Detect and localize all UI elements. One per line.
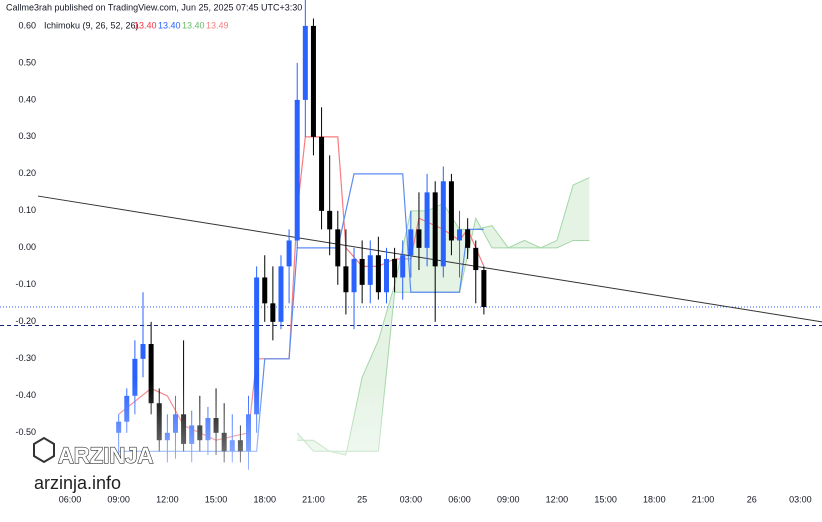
x-tick-label: 18:00 [643,494,666,504]
candle-body [286,240,292,267]
candle-body [302,25,308,100]
x-tick-label: 18:00 [253,494,276,504]
y-tick-label: 0.00 [18,242,36,252]
candle-body [327,210,333,230]
candle-body [424,192,430,248]
y-tick-label: -0.50 [15,427,36,437]
x-tick-label: 12:00 [546,494,569,504]
candle-body [432,192,438,267]
watermark-brand: ARZINJA [58,443,153,468]
chart-title: Callme3rah published on TradingView.com,… [6,2,302,12]
candle-body [375,255,381,293]
x-tick-label: 25 [357,494,367,504]
candle-body [294,99,300,241]
candle-body [367,255,373,285]
indicator-value: 13.40 [158,20,181,30]
candle-body [400,255,406,278]
y-tick-label: -0.40 [15,390,36,400]
candle-body [270,303,276,322]
indicator-value: 13.40 [134,20,157,30]
candle-body [440,181,446,267]
candle-body [473,247,479,271]
candle-body [335,229,341,267]
y-tick-label: 0.60 [18,20,36,30]
candle-body [140,344,146,359]
candle-body [132,358,138,396]
x-tick-label: 15:00 [594,494,617,504]
axes: 0.60 0.50 0.40 0.30 0.20 0.10 0.00 -0.10 -0.20 -0… [15,20,811,504]
candle-body [278,266,284,322]
x-tick-label: 09:00 [107,494,130,504]
indicator-values: 13.40 13.40 13.40 13.49 [134,20,229,30]
candle-body [310,25,316,137]
indicator-value: 13.49 [206,20,229,30]
y-tick-label: 0.30 [18,131,36,141]
candle-body [383,258,389,293]
candle-body [392,258,398,278]
y-tick-label: 0.10 [18,205,36,215]
candle-body [351,258,357,293]
x-tick-label: 09:00 [497,494,520,504]
x-tick-label: 21:00 [302,494,325,504]
x-tick-label: 03:00 [400,494,423,504]
trend-line [37,195,822,323]
candle-body [465,229,471,248]
candle-body [481,270,487,308]
candle-body [457,229,463,241]
candle-body [343,266,349,293]
candle-body [319,136,325,211]
y-tick-label: -0.10 [15,279,36,289]
indicator-label: Ichimoku (9, 26, 52, 26) [44,20,139,30]
y-tick-label: -0.30 [15,353,36,363]
indicator-value: 13.40 [182,20,205,30]
logo [33,436,55,464]
fade-overlay [0,380,822,522]
x-tick-label: 06:00 [448,494,471,504]
candle-body [359,258,365,285]
x-tick-label: 15:00 [205,494,228,504]
candle-body [416,229,422,248]
candle-body [448,181,454,241]
x-tick-label: 26 [747,494,757,504]
x-tick-label: 21:00 [692,494,715,504]
y-tick-label: -0.20 [15,316,36,326]
y-tick-label: 0.50 [18,57,36,67]
candle-body [262,277,268,304]
x-tick-label: 12:00 [156,494,179,504]
candle-body [148,344,154,404]
x-tick-label: 06:00 [59,494,82,504]
candle-body [408,229,414,256]
watermark-site: arzinja.info [34,473,121,493]
y-tick-label: 0.40 [18,94,36,104]
y-tick-label: 0.20 [18,168,36,178]
x-tick-label: 03:00 [789,494,812,504]
candle-body [254,277,260,415]
ichimoku-line [118,173,484,452]
